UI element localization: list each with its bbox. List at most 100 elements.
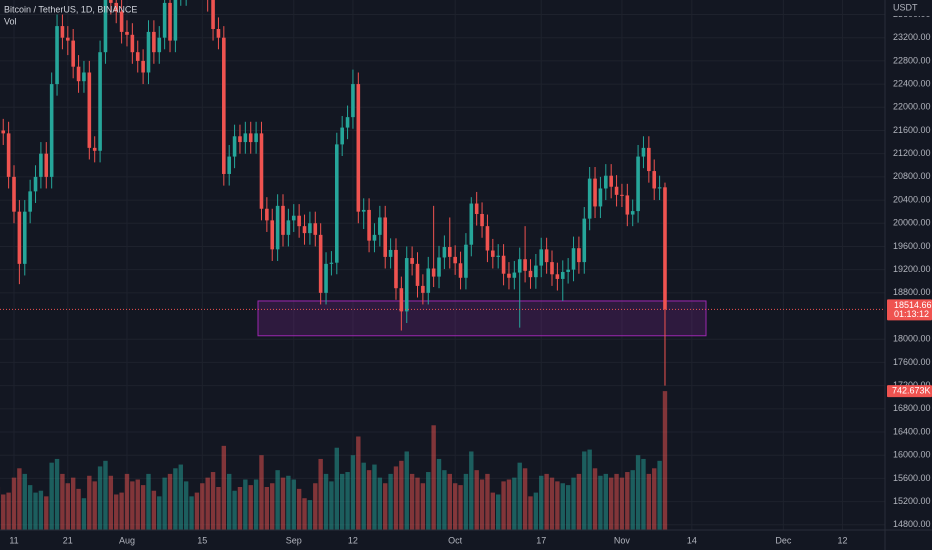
volume-bar <box>151 490 157 530</box>
volume-bar <box>307 500 313 530</box>
candle-body <box>458 263 463 278</box>
volume-bar <box>227 473 232 530</box>
volume-bar <box>474 470 479 530</box>
candle-body <box>12 176 16 212</box>
x-tick-label: 17 <box>536 535 546 545</box>
volume-bar <box>253 479 259 530</box>
candle-body <box>125 31 129 35</box>
y-tick-label: 20400.00 <box>893 194 931 204</box>
candle-body <box>447 247 452 257</box>
volume-bar <box>60 473 65 530</box>
volume-bar <box>22 473 27 530</box>
y-tick-label: 16800.00 <box>893 403 931 413</box>
volume-bar <box>662 391 668 530</box>
volume-bar <box>243 479 248 530</box>
candle-body <box>399 288 404 312</box>
candle-body <box>367 209 371 241</box>
candle-body <box>340 127 344 145</box>
candle-body <box>71 40 75 67</box>
candle-body <box>87 72 92 148</box>
candle-body <box>361 209 366 212</box>
candle-body <box>469 203 474 245</box>
candle-body <box>630 211 635 215</box>
volume-bar <box>582 451 587 530</box>
volume-bar <box>264 486 270 530</box>
volume-bar <box>124 473 130 530</box>
candle-body <box>421 285 425 293</box>
candle-body <box>216 28 221 38</box>
y-tick-label: 14800.00 <box>893 519 931 529</box>
candle-body <box>1 130 6 134</box>
volume-bar <box>388 473 393 530</box>
volume-bar <box>97 466 103 530</box>
volume-bar <box>221 445 227 530</box>
candle-body <box>82 72 86 82</box>
x-tick-label: Sep <box>286 535 302 545</box>
candle-body <box>534 265 538 278</box>
volume-bar <box>635 455 641 530</box>
candle-body <box>60 26 65 38</box>
candle-body <box>550 262 554 275</box>
volume-bar <box>178 464 183 530</box>
zone <box>257 300 707 337</box>
volume-bar <box>334 447 339 530</box>
candle-body <box>351 84 355 118</box>
candle-body <box>636 156 640 212</box>
volume-bar <box>436 458 442 530</box>
candle-body <box>501 255 506 274</box>
candle-body <box>248 133 253 143</box>
candle-body <box>157 37 162 53</box>
candle-body <box>318 234 323 293</box>
x-tick-label: 12 <box>348 535 358 545</box>
x-tick-label: Aug <box>119 535 135 545</box>
volume-bar <box>393 466 399 530</box>
candle-body <box>620 194 624 196</box>
volume-bar <box>135 479 140 530</box>
y-tick-label: 15600.00 <box>893 473 931 483</box>
volume-bar <box>404 451 409 530</box>
candle-body <box>539 249 544 266</box>
volume-bar <box>458 485 463 530</box>
candle-body <box>119 11 124 32</box>
volume-bar <box>587 449 592 530</box>
candle-body <box>44 153 49 177</box>
volume-bar <box>528 496 533 530</box>
volume-bar <box>157 496 162 530</box>
currency-bg <box>886 0 932 16</box>
candle-body <box>308 223 312 234</box>
volume-bar <box>345 472 350 530</box>
volume-bar <box>248 485 253 530</box>
candle-body <box>571 248 576 270</box>
candle-body <box>609 175 613 187</box>
candle-body <box>388 249 393 257</box>
y-tick-label: 17600.00 <box>893 357 931 367</box>
y-tick-label: 16400.00 <box>893 426 931 436</box>
volume-bar <box>49 462 54 530</box>
volume-bar <box>70 477 76 530</box>
volume-bar <box>576 473 582 530</box>
price-tag <box>887 299 932 321</box>
y-tick-label: 20800.00 <box>893 171 931 181</box>
candle-body <box>130 34 135 53</box>
volume-bar <box>1 494 6 530</box>
volume-bar <box>350 455 356 530</box>
candle-body <box>410 258 414 264</box>
volume-bar <box>140 485 146 530</box>
volume-bar <box>270 483 275 530</box>
candle-body <box>297 215 301 227</box>
volume-bar <box>625 472 630 530</box>
volume-bar <box>469 451 474 530</box>
volume-bar <box>27 485 33 530</box>
volume-bar <box>506 479 512 530</box>
volume-bar <box>108 475 114 530</box>
candle-body <box>55 26 59 85</box>
candle-body <box>577 248 581 263</box>
volume-bar <box>544 473 549 530</box>
volume-bar <box>87 475 92 530</box>
y-tick-label: 23200.00 <box>893 32 931 42</box>
candle-body <box>281 205 285 235</box>
y-tick-label: 18000.00 <box>893 334 931 344</box>
volume-bar <box>65 483 70 530</box>
volume-bar <box>318 458 323 530</box>
